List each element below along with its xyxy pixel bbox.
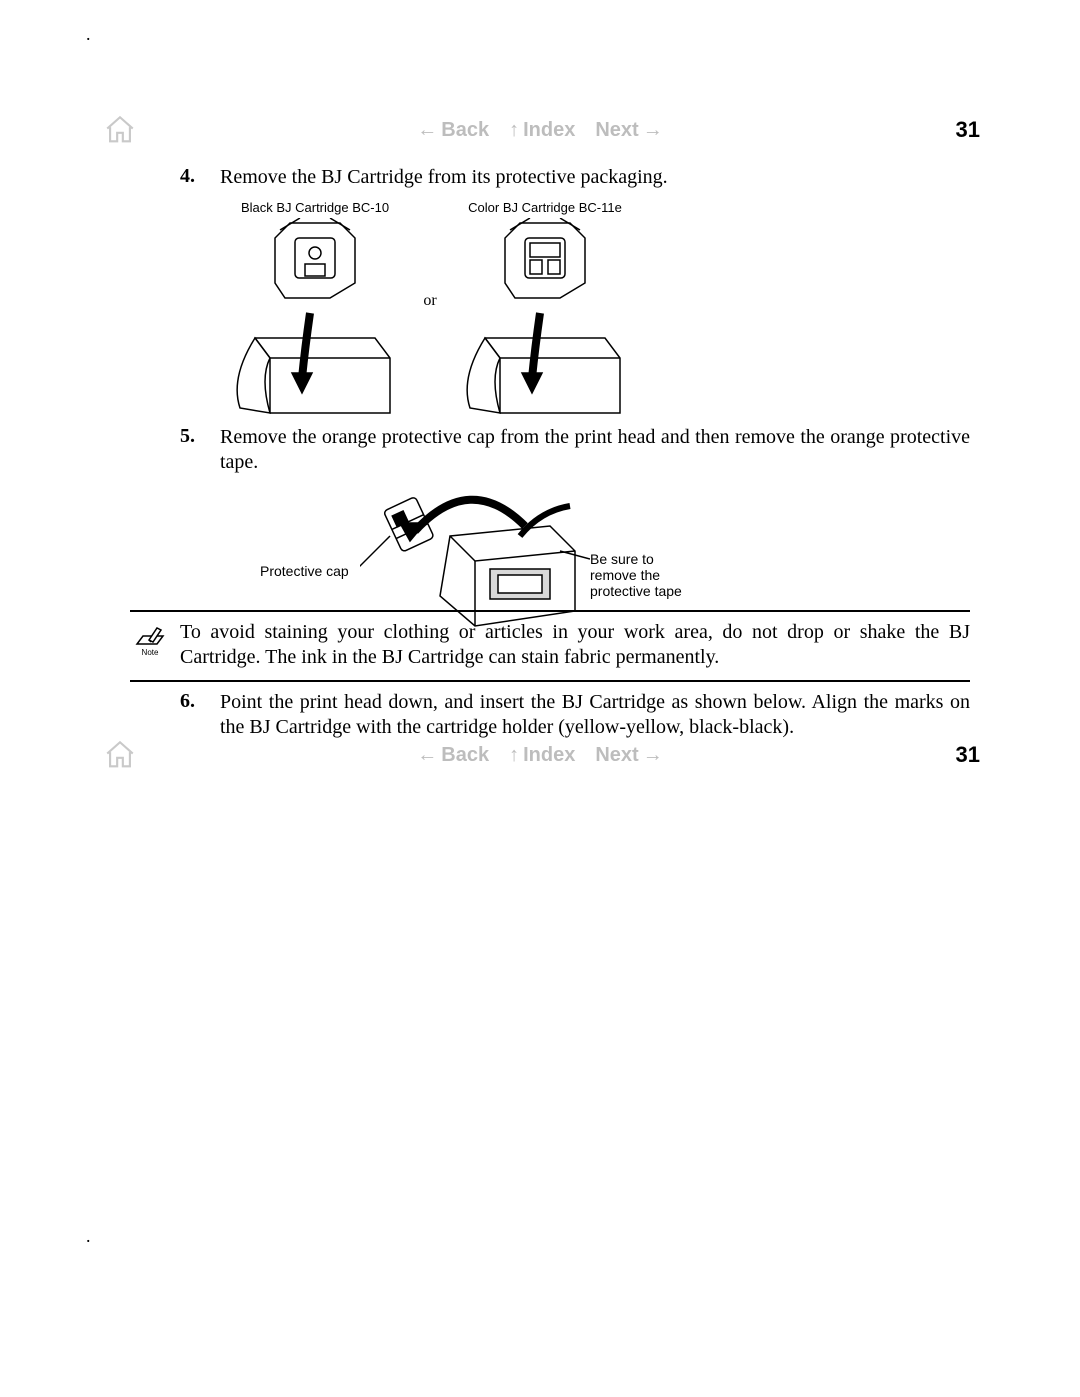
figure2-label-cap: Protective cap bbox=[260, 563, 349, 579]
arrow-right-icon: → bbox=[643, 119, 663, 142]
nav-links: ← Back ↑ Index Next → bbox=[140, 119, 940, 142]
figure2-label-tape: Be sure to remove the protective tape bbox=[590, 551, 700, 599]
corner-dot-bottom: . bbox=[86, 1226, 91, 1247]
note-icon: Note bbox=[130, 620, 170, 657]
step-4-text: Remove the BJ Cartridge from its protect… bbox=[220, 165, 970, 190]
nav-index-label-bottom: Index bbox=[523, 744, 575, 767]
arrow-left-icon: ← bbox=[417, 119, 437, 142]
arrow-left-icon: ← bbox=[417, 744, 437, 767]
step-6-text: Point the print head down, and insert th… bbox=[220, 690, 970, 740]
figure-cartridges: Black BJ Cartridge BC-10 Color BJ Cartri… bbox=[220, 200, 970, 425]
nav-top: ← Back ↑ Index Next → 31 bbox=[100, 110, 980, 150]
note-text: To avoid staining your clothing or artic… bbox=[170, 620, 970, 670]
nav-index[interactable]: ↑ Index bbox=[509, 119, 575, 142]
figure1-or: or bbox=[423, 292, 436, 310]
document-page: . . ← Back ↑ Index Next → 31 bbox=[0, 0, 1080, 1397]
figure1-left-svg bbox=[230, 218, 400, 423]
nav-back[interactable]: ← Back bbox=[417, 119, 489, 142]
figure1-label-right: Color BJ Cartridge BC-11e bbox=[450, 200, 640, 215]
nav-index-label: Index bbox=[523, 119, 575, 142]
arrow-right-icon: → bbox=[643, 744, 663, 767]
corner-dot-top: . bbox=[86, 24, 91, 45]
arrow-up-icon: ↑ bbox=[509, 744, 519, 767]
rule-bottom bbox=[130, 680, 970, 682]
step-6-number: 6. bbox=[180, 690, 220, 740]
nav-back-bottom[interactable]: ← Back bbox=[417, 744, 489, 767]
nav-next-label: Next bbox=[595, 119, 638, 142]
step-4: 4. Remove the BJ Cartridge from its prot… bbox=[180, 165, 970, 443]
nav-next-label-bottom: Next bbox=[595, 744, 638, 767]
home-icon-bottom[interactable] bbox=[100, 735, 140, 775]
nav-links-bottom: ← Back ↑ Index Next → bbox=[140, 744, 940, 767]
nav-back-label: Back bbox=[441, 119, 489, 142]
nav-index-bottom[interactable]: ↑ Index bbox=[509, 744, 575, 767]
page-number-bottom: 31 bbox=[940, 742, 980, 768]
nav-bottom: ← Back ↑ Index Next → 31 bbox=[100, 735, 980, 775]
nav-next-bottom[interactable]: Next → bbox=[595, 744, 662, 767]
note-block: Note To avoid staining your clothing or … bbox=[130, 610, 970, 682]
note-icon-label: Note bbox=[142, 648, 159, 657]
step-5-number: 5. bbox=[180, 425, 220, 475]
figure1-right-svg bbox=[460, 218, 630, 423]
arrow-up-icon: ↑ bbox=[509, 119, 519, 142]
figure1-label-left: Black BJ Cartridge BC-10 bbox=[220, 200, 410, 215]
step-4-number: 4. bbox=[180, 165, 220, 190]
page-number-top: 31 bbox=[940, 117, 980, 143]
nav-next[interactable]: Next → bbox=[595, 119, 662, 142]
nav-back-label-bottom: Back bbox=[441, 744, 489, 767]
step-5-text: Remove the orange protective cap from th… bbox=[220, 425, 970, 475]
home-icon[interactable] bbox=[100, 110, 140, 150]
